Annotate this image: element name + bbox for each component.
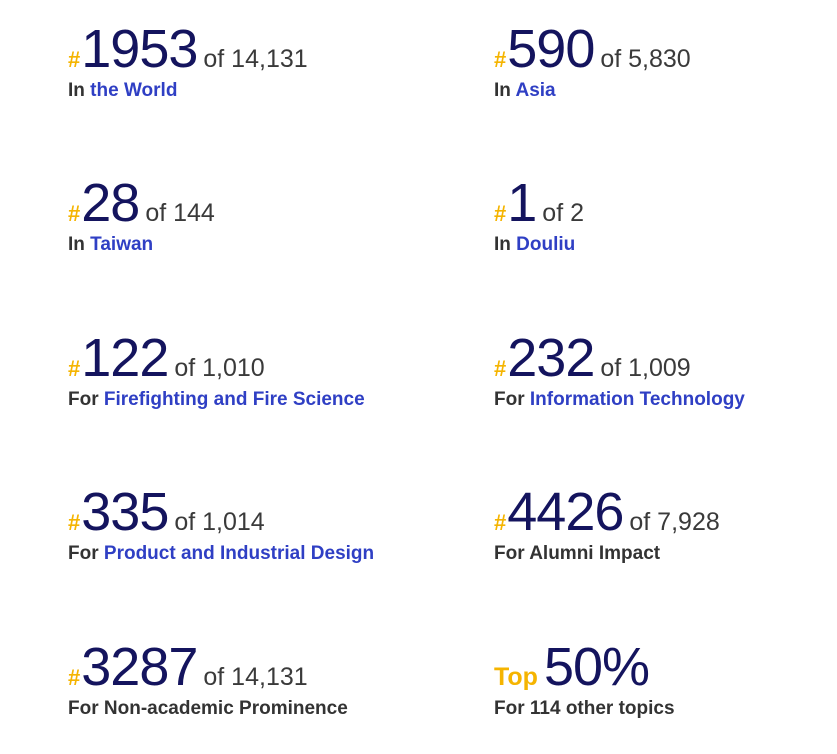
- hash-symbol: #: [494, 201, 507, 226]
- ranking-label: In Taiwan: [68, 234, 448, 256]
- rank-total: of 5,830: [600, 45, 691, 73]
- ranking-label: For Non-academic Prominence: [68, 698, 448, 720]
- label-prefix: For: [494, 543, 525, 564]
- ranking-product-design: # 335 of 1,014 For Product and Industria…: [68, 485, 448, 565]
- rank-line: # 122 of 1,010: [68, 331, 448, 385]
- rank-total: of 1,009: [600, 354, 691, 382]
- ranking-label: For Information Technology: [494, 389, 837, 411]
- topic-link[interactable]: Product and Industrial Design: [103, 543, 375, 564]
- ranking-label: For Product and Industrial Design: [68, 543, 448, 565]
- rank-total: of 1,014: [174, 508, 265, 536]
- ranking-douliu: # 1 of 2 In Douliu: [494, 176, 837, 256]
- rank-number: 590: [507, 19, 595, 79]
- ranking-asia: # 590 of 5,830 In Asia: [494, 22, 837, 102]
- rank-number: 28: [81, 173, 140, 233]
- topic-text: For 114 other topics: [494, 698, 675, 719]
- ranking-label: For Firefighting and Fire Science: [68, 389, 448, 411]
- topic-link[interactable]: Firefighting and Fire Science: [103, 389, 365, 410]
- rank-line: # 3287 of 14,131: [68, 640, 448, 694]
- label-prefix: In: [494, 234, 511, 255]
- rank-percent: 50%: [543, 637, 650, 697]
- top-label: Top: [494, 663, 538, 691]
- hash-symbol: #: [68, 665, 81, 690]
- rank-total: of 2: [542, 199, 584, 227]
- rank-line: # 1953 of 14,131: [68, 22, 448, 76]
- ranking-label: In Asia: [494, 80, 837, 102]
- region-link[interactable]: Asia: [515, 80, 556, 101]
- label-prefix: For: [68, 698, 99, 719]
- ranking-label: In the World: [68, 80, 448, 102]
- rank-total: of 14,131: [203, 663, 308, 691]
- ranking-other-topics: Top 50% For 114 other topics: [494, 640, 837, 720]
- region-link[interactable]: Douliu: [516, 234, 576, 255]
- ranking-information-technology: # 232 of 1,009 For Information Technolog…: [494, 331, 837, 411]
- region-link[interactable]: the World: [90, 80, 178, 101]
- ranking-alumni-impact: # 4426 of 7,928 For Alumni Impact: [494, 485, 837, 565]
- hash-symbol: #: [68, 201, 81, 226]
- rank-number: 4426: [507, 482, 624, 542]
- rank-number: 1953: [81, 19, 198, 79]
- topic-text: Non-academic Prominence: [103, 698, 348, 719]
- topic-text: Alumni Impact: [529, 543, 661, 564]
- rank-line: Top 50%: [494, 640, 837, 694]
- hash-symbol: #: [494, 356, 507, 381]
- rank-line: # 4426 of 7,928: [494, 485, 837, 539]
- rank-line: # 1 of 2: [494, 176, 837, 230]
- ranking-taiwan: # 28 of 144 In Taiwan: [68, 176, 448, 256]
- rank-line: # 335 of 1,014: [68, 485, 448, 539]
- rank-number: 3287: [81, 637, 198, 697]
- label-prefix: For: [68, 543, 99, 564]
- rank-number: 1: [507, 173, 537, 233]
- hash-symbol: #: [68, 510, 81, 535]
- hash-symbol: #: [68, 356, 81, 381]
- rank-line: # 590 of 5,830: [494, 22, 837, 76]
- label-prefix: For: [494, 389, 525, 410]
- label-prefix: In: [68, 80, 85, 101]
- rank-total: of 14,131: [203, 45, 308, 73]
- rank-total: of 7,928: [629, 508, 720, 536]
- rank-line: # 232 of 1,009: [494, 331, 837, 385]
- hash-symbol: #: [494, 510, 507, 535]
- rank-number: 335: [81, 482, 169, 542]
- ranking-label: For 114 other topics: [494, 698, 837, 720]
- hash-symbol: #: [68, 47, 81, 72]
- ranking-label: For Alumni Impact: [494, 543, 837, 565]
- hash-symbol: #: [494, 47, 507, 72]
- rank-number: 232: [507, 328, 595, 388]
- rank-total: of 1,010: [174, 354, 265, 382]
- label-prefix: For: [68, 389, 99, 410]
- rank-line: # 28 of 144: [68, 176, 448, 230]
- topic-link[interactable]: Information Technology: [529, 389, 745, 410]
- rank-number: 122: [81, 328, 169, 388]
- ranking-world: # 1953 of 14,131 In the World: [68, 22, 448, 102]
- rank-total: of 144: [145, 199, 215, 227]
- region-link[interactable]: Taiwan: [90, 234, 154, 255]
- ranking-label: In Douliu: [494, 234, 837, 256]
- ranking-non-academic: # 3287 of 14,131 For Non-academic Promin…: [68, 640, 448, 720]
- label-prefix: In: [68, 234, 85, 255]
- ranking-firefighting: # 122 of 1,010 For Firefighting and Fire…: [68, 331, 448, 411]
- label-prefix: In: [494, 80, 511, 101]
